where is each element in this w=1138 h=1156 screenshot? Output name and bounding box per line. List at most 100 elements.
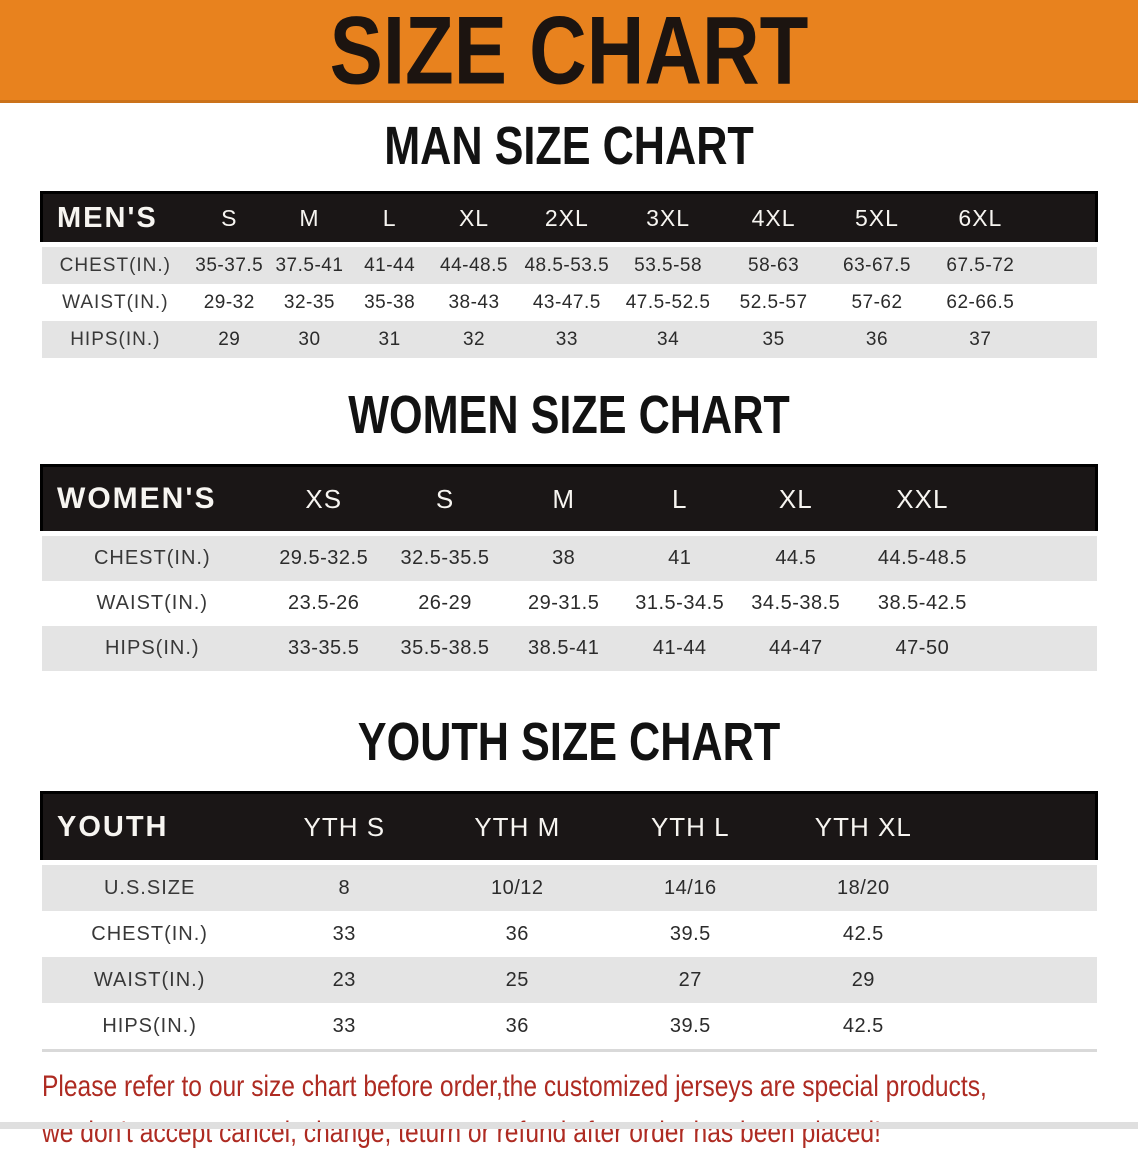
measurement-value: 32-35 — [283, 291, 335, 313]
size-column-header: 4XL — [720, 191, 827, 246]
size-column-header: YTH S — [257, 791, 431, 864]
measurement-value: 39.5 — [669, 922, 711, 945]
group-label-header: MEN'S — [40, 191, 190, 246]
measurement-value: 36 — [505, 922, 529, 945]
spacer-cell — [1033, 191, 1099, 246]
measurement-value: 18/20 — [776, 860, 950, 911]
measurement-row: HIPS(IN.) 29 30 31 32 33 34 35 36 37 — [41, 321, 1097, 358]
measurement-value: 29-31.5 — [528, 592, 600, 614]
men-size-chart-heading: MAN SIZE CHART — [0, 119, 1138, 173]
size-column-header: XL — [737, 464, 854, 535]
measurement-value: 25 — [505, 968, 529, 991]
measurement-value: 26-29 — [418, 592, 472, 614]
measurement-row: HIPS(IN.) 33-35.5 35.5-38.5 38.5-41 41-44 44-… — [41, 626, 1097, 671]
measurement-value: 38.5-41 — [528, 637, 600, 659]
measurement-label: CHEST(IN.) — [41, 531, 264, 581]
youth-heading-text: YOUTH SIZE CHART — [357, 712, 781, 772]
measurement-value: 33 — [555, 328, 578, 350]
size-column-header: YTH XL — [776, 791, 950, 864]
measurement-label: HIPS(IN.) — [104, 637, 200, 659]
measurement-value: 10/12 — [430, 860, 604, 911]
measurement-value: 53.5-58 — [615, 242, 721, 284]
measurement-value: 41 — [621, 531, 738, 581]
youth-size-section: YOUTH SIZE CHART YOUTH YTH S YTH M YTH L YTH… — [0, 715, 1138, 1052]
measurement-value: 67.5-72 — [927, 242, 1034, 284]
size-column-header: S — [384, 464, 506, 535]
size-column-header: L — [349, 191, 430, 246]
measurement-label: HIPS(IN.) — [70, 328, 161, 350]
measurement-row: U.S.SIZE 8 10/12 14/16 18/20 — [41, 860, 1097, 911]
size-chart-banner: SIZE CHART — [0, 0, 1138, 103]
youth-size-table: YOUTH YTH S YTH M YTH L YTH XL U.S.SIZE 8 10/12… — [39, 791, 1098, 1052]
measurement-value: 32 — [462, 328, 486, 350]
measurement-value: 31.5-34.5 — [635, 592, 725, 614]
spacer-cell — [1033, 242, 1097, 284]
measurement-value: 57-62 — [851, 291, 903, 313]
size-column-header: M — [505, 464, 622, 535]
spacer-cell — [1033, 321, 1096, 358]
measurement-value: 37.5-41 — [269, 242, 350, 284]
measurement-value: 33-35.5 — [288, 637, 360, 659]
women-size-chart-heading: WOMEN SIZE CHART — [0, 388, 1138, 442]
size-column-header: XL — [429, 191, 519, 246]
measurement-value: 14/16 — [603, 860, 777, 911]
measurement-value: 63-67.5 — [826, 242, 928, 284]
disclaimer-line-2: we don't accept cancel, change, teturn o… — [42, 1116, 881, 1149]
spacer-cell — [990, 464, 1098, 535]
measurement-value: 42.5 — [842, 922, 884, 945]
size-column-header: 2XL — [518, 191, 616, 246]
size-header-row: MEN'S S M L XL 2XL 3XL 4XL 5XL 6XL — [40, 191, 1099, 246]
measurement-value: 44.5 — [737, 531, 854, 581]
order-disclaimer-note: Please refer to our size chart before or… — [42, 1064, 1138, 1156]
size-column-header: XS — [263, 464, 385, 535]
measurement-value: 39.5 — [669, 1014, 711, 1037]
measurement-value: 36 — [865, 328, 889, 350]
spacer-cell — [991, 581, 1097, 626]
measurement-value: 44.5-48.5 — [853, 531, 991, 581]
measurement-row: HIPS(IN.) 33 36 39.5 42.5 — [42, 1003, 1097, 1051]
spacer-cell — [1033, 284, 1096, 321]
measurement-value: 23 — [332, 968, 356, 991]
measurement-value: 44-47 — [768, 637, 823, 659]
measurement-value: 33 — [332, 1014, 356, 1037]
measurement-value: 31 — [378, 328, 401, 350]
measurement-row: WAIST(IN.) 23 25 27 29 — [41, 957, 1097, 1003]
measurement-value: 58-63 — [720, 242, 827, 284]
measurement-value: 29-32 — [203, 291, 255, 313]
measurement-value: 43-47.5 — [532, 291, 601, 313]
measurement-value: 35.5-38.5 — [400, 637, 490, 659]
measurement-value: 47.5-52.5 — [625, 291, 711, 313]
measurement-value: 30 — [298, 328, 321, 350]
measurement-value: 8 — [257, 860, 431, 911]
spacer-cell — [949, 860, 1097, 911]
measurement-label: WAIST(IN.) — [93, 968, 206, 991]
measurement-value: 27 — [678, 968, 702, 991]
measurement-value: 29.5-32.5 — [263, 531, 385, 581]
measurement-row: CHEST(IN.) 33 36 39.5 42.5 — [42, 911, 1097, 957]
measurement-value: 33 — [332, 922, 356, 945]
spacer-cell — [990, 531, 1097, 581]
spacer-cell — [950, 1003, 1097, 1051]
measurement-value: 35 — [762, 328, 785, 350]
measurement-value: 38-43 — [448, 291, 500, 313]
measurement-value: 36 — [505, 1014, 529, 1037]
size-header-row: YOUTH YTH S YTH M YTH L YTH XL — [39, 791, 1098, 864]
women-size-table: WOMEN'S XS S M L XL XXL CHEST(IN.) 29.5-32.5 32.5… — [40, 464, 1098, 671]
measurement-row: CHEST(IN.) 35-37.5 37.5-41 41-44 44-48.5 48.5… — [41, 242, 1097, 284]
measurement-row: CHEST(IN.) 29.5-32.5 32.5-35.5 38 41 44.5 44.5… — [41, 531, 1097, 581]
measurement-row: WAIST(IN.) 29-32 32-35 35-38 38-43 43-47.5 47.… — [42, 284, 1097, 321]
measurement-value: 41-44 — [349, 242, 430, 284]
measurement-value: 35-37.5 — [189, 242, 270, 284]
measurement-row: WAIST(IN.) 23.5-26 26-29 29-31.5 31.5-34.5 34… — [42, 581, 1097, 626]
measurement-value: 44-48.5 — [429, 242, 519, 284]
size-column-header: S — [189, 191, 270, 246]
page-bottom-edge — [0, 1122, 1138, 1129]
group-label-header: WOMEN'S — [40, 464, 264, 535]
women-heading-text: WOMEN SIZE CHART — [348, 385, 790, 445]
measurement-value: 37 — [969, 328, 992, 350]
measurement-value: 35-38 — [364, 291, 416, 313]
men-size-table: MEN'S S M L XL 2XL 3XL 4XL 5XL 6XL CHEST(IN.) 35-37… — [40, 191, 1099, 358]
size-column-header: M — [269, 191, 350, 246]
men-heading-text: MAN SIZE CHART — [384, 116, 754, 176]
spacer-cell — [949, 791, 1098, 864]
